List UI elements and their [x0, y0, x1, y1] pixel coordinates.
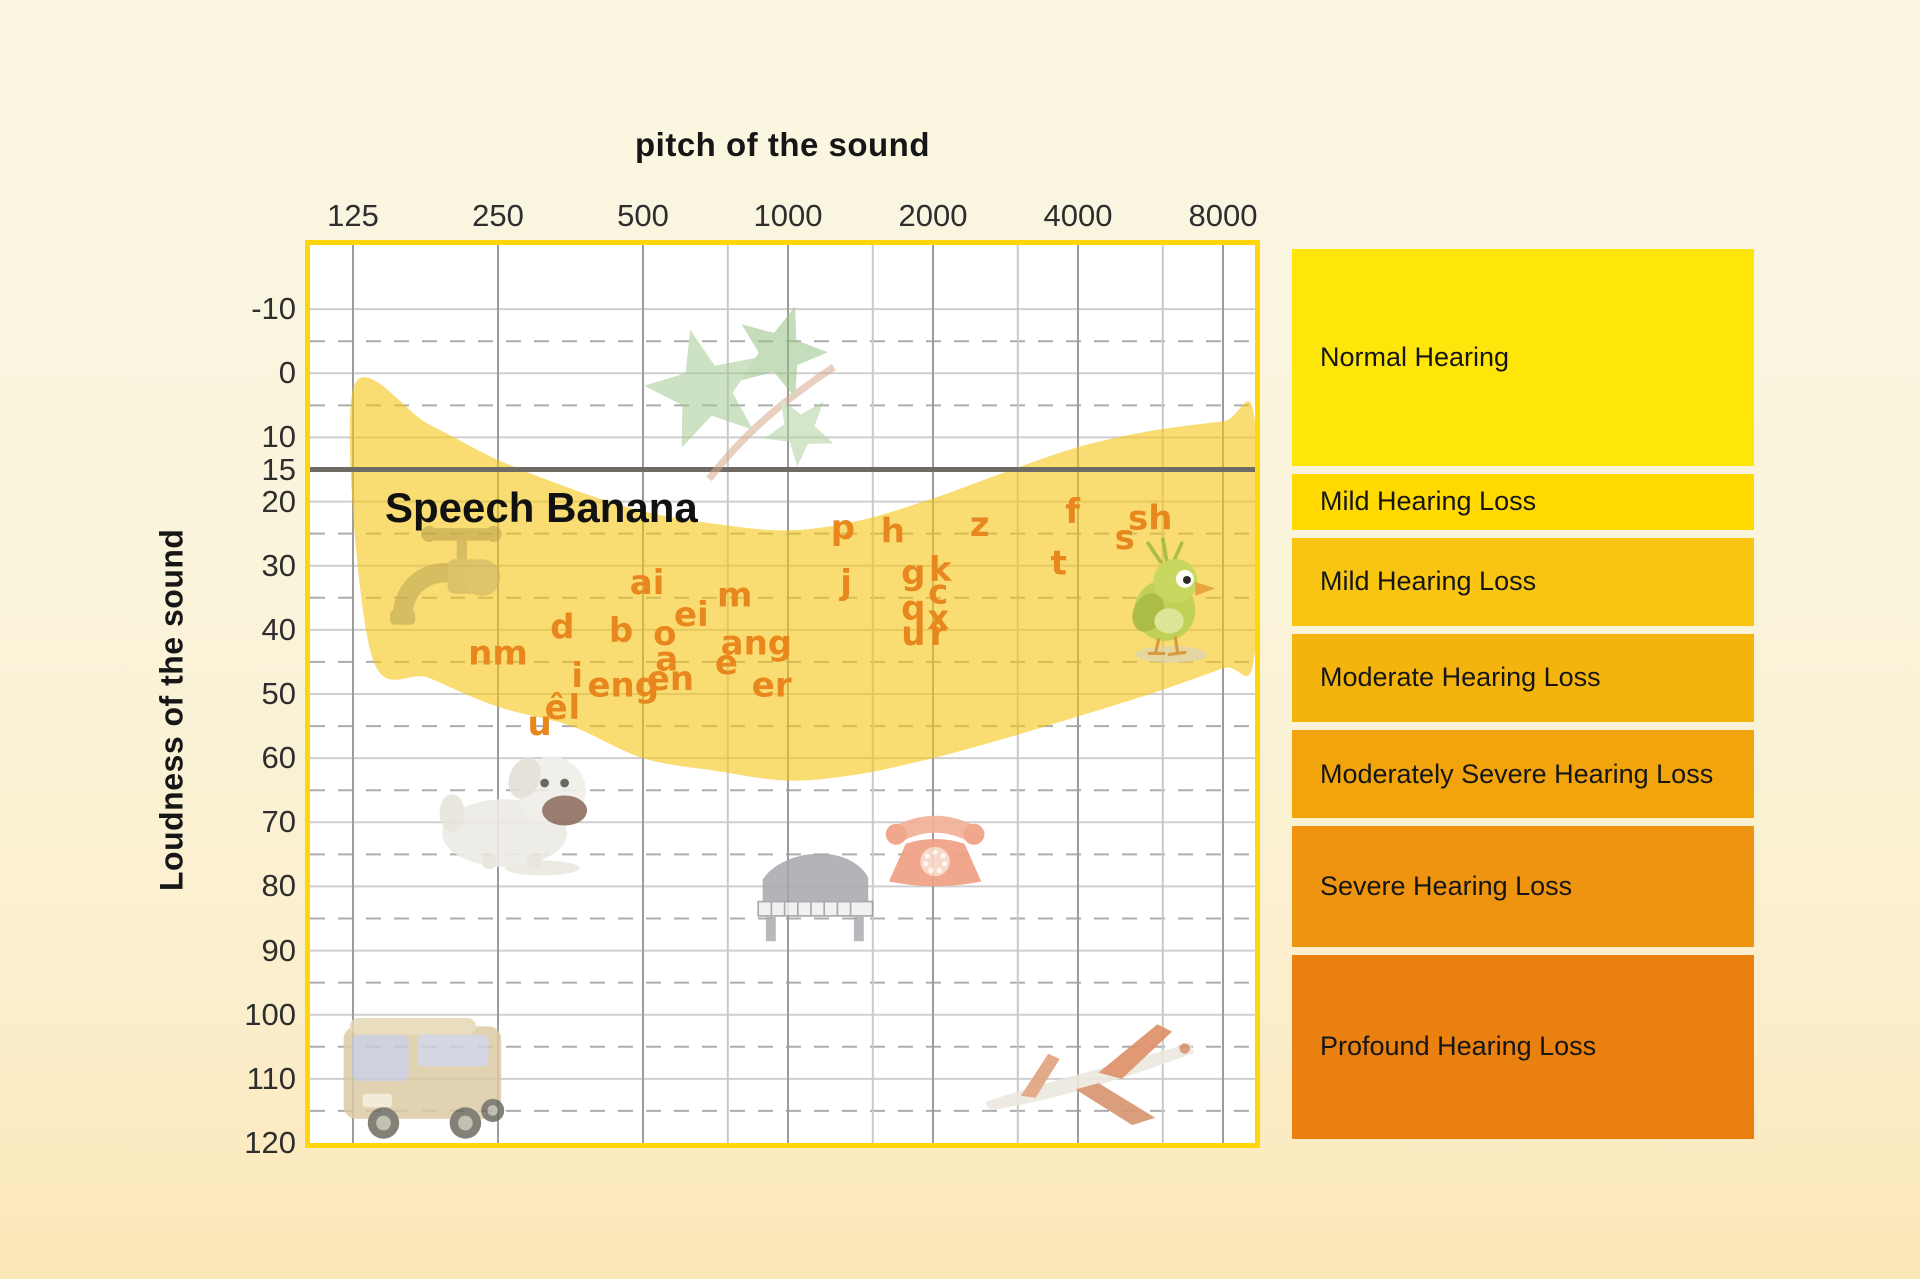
- legend-label: Severe Hearing Loss: [1320, 870, 1573, 901]
- audiogram-plot: p h z f s sh t j g k c q x u r ai m ei d b o ang nm a e i eng en er u…: [305, 240, 1260, 1148]
- phoneme-t: t: [1051, 544, 1067, 584]
- piano-icon: [757, 852, 874, 943]
- x-tick-125: 125: [327, 198, 379, 233]
- y-tick-40: 40: [261, 611, 296, 647]
- phoneme-ei: ei: [674, 595, 709, 635]
- y-tick-15: 15: [261, 451, 296, 487]
- phoneme-ai: ai: [630, 563, 665, 603]
- phoneme-l: l: [568, 688, 580, 728]
- y-tick-110: 110: [246, 1060, 296, 1096]
- legend-label: Moderate Hearing Loss: [1320, 662, 1601, 693]
- phoneme-eng: eng: [587, 665, 659, 705]
- phoneme-z: z: [970, 505, 990, 545]
- x-tick-500: 500: [617, 198, 669, 233]
- phoneme-j: j: [838, 563, 852, 603]
- phoneme-q: q: [901, 588, 925, 628]
- phoneme-en: en: [647, 659, 694, 699]
- x-tick-8000: 8000: [1188, 198, 1258, 233]
- phoneme-u: u: [901, 614, 925, 654]
- x-tick-2000: 2000: [898, 198, 968, 233]
- phoneme-nm: nm: [468, 633, 528, 673]
- phoneme-r: r: [930, 614, 947, 654]
- phoneme-b: b: [609, 611, 633, 651]
- phoneme-u: u: [527, 704, 551, 744]
- phoneme-er: er: [752, 665, 792, 705]
- x-tick-250: 250: [472, 198, 524, 233]
- dog-icon: [439, 752, 588, 876]
- legend-item-profound-hearing-loss: Profound Hearing Loss: [1292, 954, 1754, 1139]
- phoneme-e: e: [715, 643, 738, 683]
- y-tick-120: 120: [244, 1125, 296, 1160]
- legend-label: Mild Hearing Loss: [1320, 566, 1537, 597]
- y-tick-60: 60: [261, 740, 296, 776]
- phoneme-sh: sh: [1128, 499, 1172, 539]
- y-tick-30: 30: [261, 547, 296, 583]
- bus-icon: [343, 1018, 505, 1139]
- y-tick-20: 20: [261, 483, 296, 519]
- legend-label: Profound Hearing Loss: [1320, 1031, 1597, 1062]
- y-tick-10: 10: [261, 419, 296, 455]
- legend-label: Normal Hearing: [1320, 341, 1510, 372]
- legend-label: Mild Hearing Loss: [1320, 486, 1537, 517]
- phoneme-ang: ang: [721, 624, 793, 664]
- phoneme-p: p: [831, 508, 855, 548]
- leaves-icon: [634, 292, 850, 479]
- legend-item-normal-hearing: Normal Hearing: [1292, 249, 1754, 466]
- phoneme-f: f: [1065, 492, 1081, 532]
- phoneme-s: s: [1115, 518, 1135, 558]
- legend-label: Moderately Severe Hearing Loss: [1320, 758, 1714, 789]
- y-tick-90: 90: [261, 932, 296, 968]
- legend-item-moderate-hearing-loss: Moderate Hearing Loss: [1292, 633, 1754, 723]
- y-tick-80: 80: [261, 868, 296, 904]
- phoneme-a: a: [655, 640, 678, 680]
- legend-item-moderately-severe-hearing-loss: Moderately Severe Hearing Loss: [1292, 730, 1754, 819]
- phoneme-ê: ê: [545, 688, 568, 728]
- x-tick-1000: 1000: [753, 198, 823, 233]
- chart-title: pitch of the sound: [635, 126, 930, 163]
- phoneme-o: o: [653, 614, 676, 654]
- phoneme-m: m: [717, 576, 752, 616]
- y-tick-100: 100: [244, 996, 296, 1032]
- phoneme-i: i: [571, 656, 583, 696]
- phoneme-c: c: [928, 572, 948, 612]
- y-tick--10: -10: [251, 291, 296, 327]
- y-tick-50: 50: [261, 676, 296, 711]
- x-tick-4000: 4000: [1043, 198, 1113, 233]
- y-tick-0: 0: [278, 355, 296, 391]
- legend-item-mild-hearing-loss: Mild Hearing Loss: [1292, 537, 1754, 626]
- phoneme-x: x: [927, 598, 949, 638]
- phoneme-g: g: [901, 553, 925, 593]
- speech-banana-area: [349, 377, 1255, 781]
- legend-item-severe-hearing-loss: Severe Hearing Loss: [1292, 826, 1754, 947]
- phoneme-h: h: [881, 511, 905, 551]
- legend-item-mild-hearing-loss: Mild Hearing Loss: [1292, 473, 1754, 530]
- phoneme-d: d: [550, 608, 574, 648]
- phoneme-k: k: [929, 550, 953, 590]
- speech-banana-label: Speech Banana: [385, 484, 698, 531]
- y-tick-70: 70: [261, 804, 296, 840]
